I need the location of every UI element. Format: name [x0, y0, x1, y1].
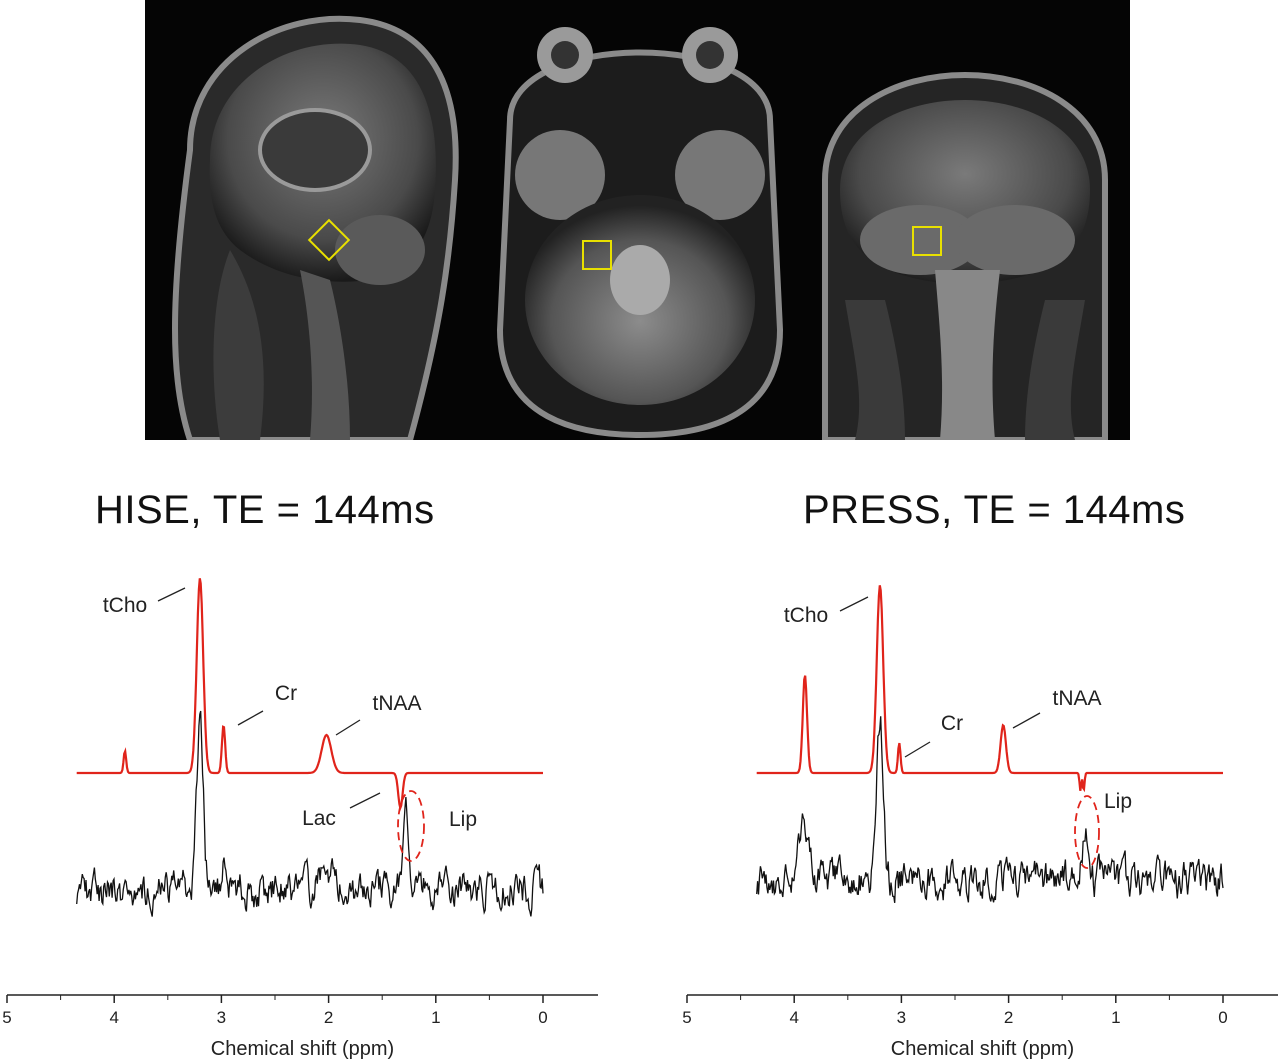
peak-annotation-label: Lip	[1104, 790, 1132, 813]
mri-coronal-slice	[822, 72, 1108, 440]
annotation-leader-line	[237, 710, 264, 726]
peak-annotation-label: Cr	[275, 682, 297, 705]
fitted-spectrum-line	[756, 585, 1223, 793]
peak-annotation-label: Cr	[941, 712, 963, 735]
x-tick-label: 5	[682, 1008, 691, 1027]
hise-spectrum-chart: 5 4 3 2 1 0 Chemical shift (ppm) tCho Cr tNAA Lac L…	[2, 578, 598, 1060]
peak-annotation-label: Lip	[449, 808, 477, 831]
mri-image-panel	[145, 0, 1130, 440]
x-tick-label: 0	[1218, 1008, 1227, 1027]
press-spectrum-chart: 5 4 3 2 1 0 Chemical shift (ppm) tCho Cr tNAA Lip	[682, 585, 1278, 1060]
x-tick-label: 3	[217, 1008, 226, 1027]
x-tick-label: 1	[431, 1008, 440, 1027]
measured-spectrum-line	[756, 716, 1224, 903]
mri-axial-slice	[496, 27, 784, 439]
x-axis-label: Chemical shift (ppm)	[891, 1038, 1074, 1060]
x-tick-label: 4	[789, 1008, 798, 1027]
peak-annotation-label: tNAA	[1052, 687, 1101, 710]
hise-title: HISE, TE = 144ms	[95, 488, 435, 532]
lip-region-ellipse	[397, 790, 425, 862]
fitted-spectrum-line	[76, 578, 543, 812]
x-tick-label: 5	[2, 1008, 11, 1027]
press-title: PRESS, TE = 144ms	[803, 488, 1186, 532]
peak-annotation-label: tCho	[784, 604, 828, 627]
annotation-leader-line	[904, 741, 931, 758]
mri-sagittal-slice	[172, 15, 459, 440]
mri-coronal-voxel	[912, 226, 942, 256]
x-tick-label: 2	[324, 1008, 333, 1027]
peak-annotation-label: Lac	[302, 807, 336, 830]
x-axis-label: Chemical shift (ppm)	[211, 1038, 394, 1060]
x-tick-label: 1	[1111, 1008, 1120, 1027]
annotation-leader-line	[839, 596, 869, 612]
mri-axial-voxel	[582, 240, 612, 270]
peak-annotation-label: tNAA	[372, 692, 421, 715]
annotation-leader-line	[349, 792, 381, 809]
peak-annotation-label: tCho	[103, 594, 147, 617]
annotation-leader-line	[335, 719, 361, 736]
x-tick-label: 4	[109, 1008, 118, 1027]
lip-region-ellipse	[1074, 795, 1100, 869]
annotation-leader-line	[1012, 712, 1041, 729]
measured-spectrum-line	[76, 710, 544, 917]
x-tick-label: 0	[538, 1008, 547, 1027]
x-tick-label: 2	[1004, 1008, 1013, 1027]
annotation-leader-line	[157, 587, 186, 602]
x-tick-label: 3	[897, 1008, 906, 1027]
